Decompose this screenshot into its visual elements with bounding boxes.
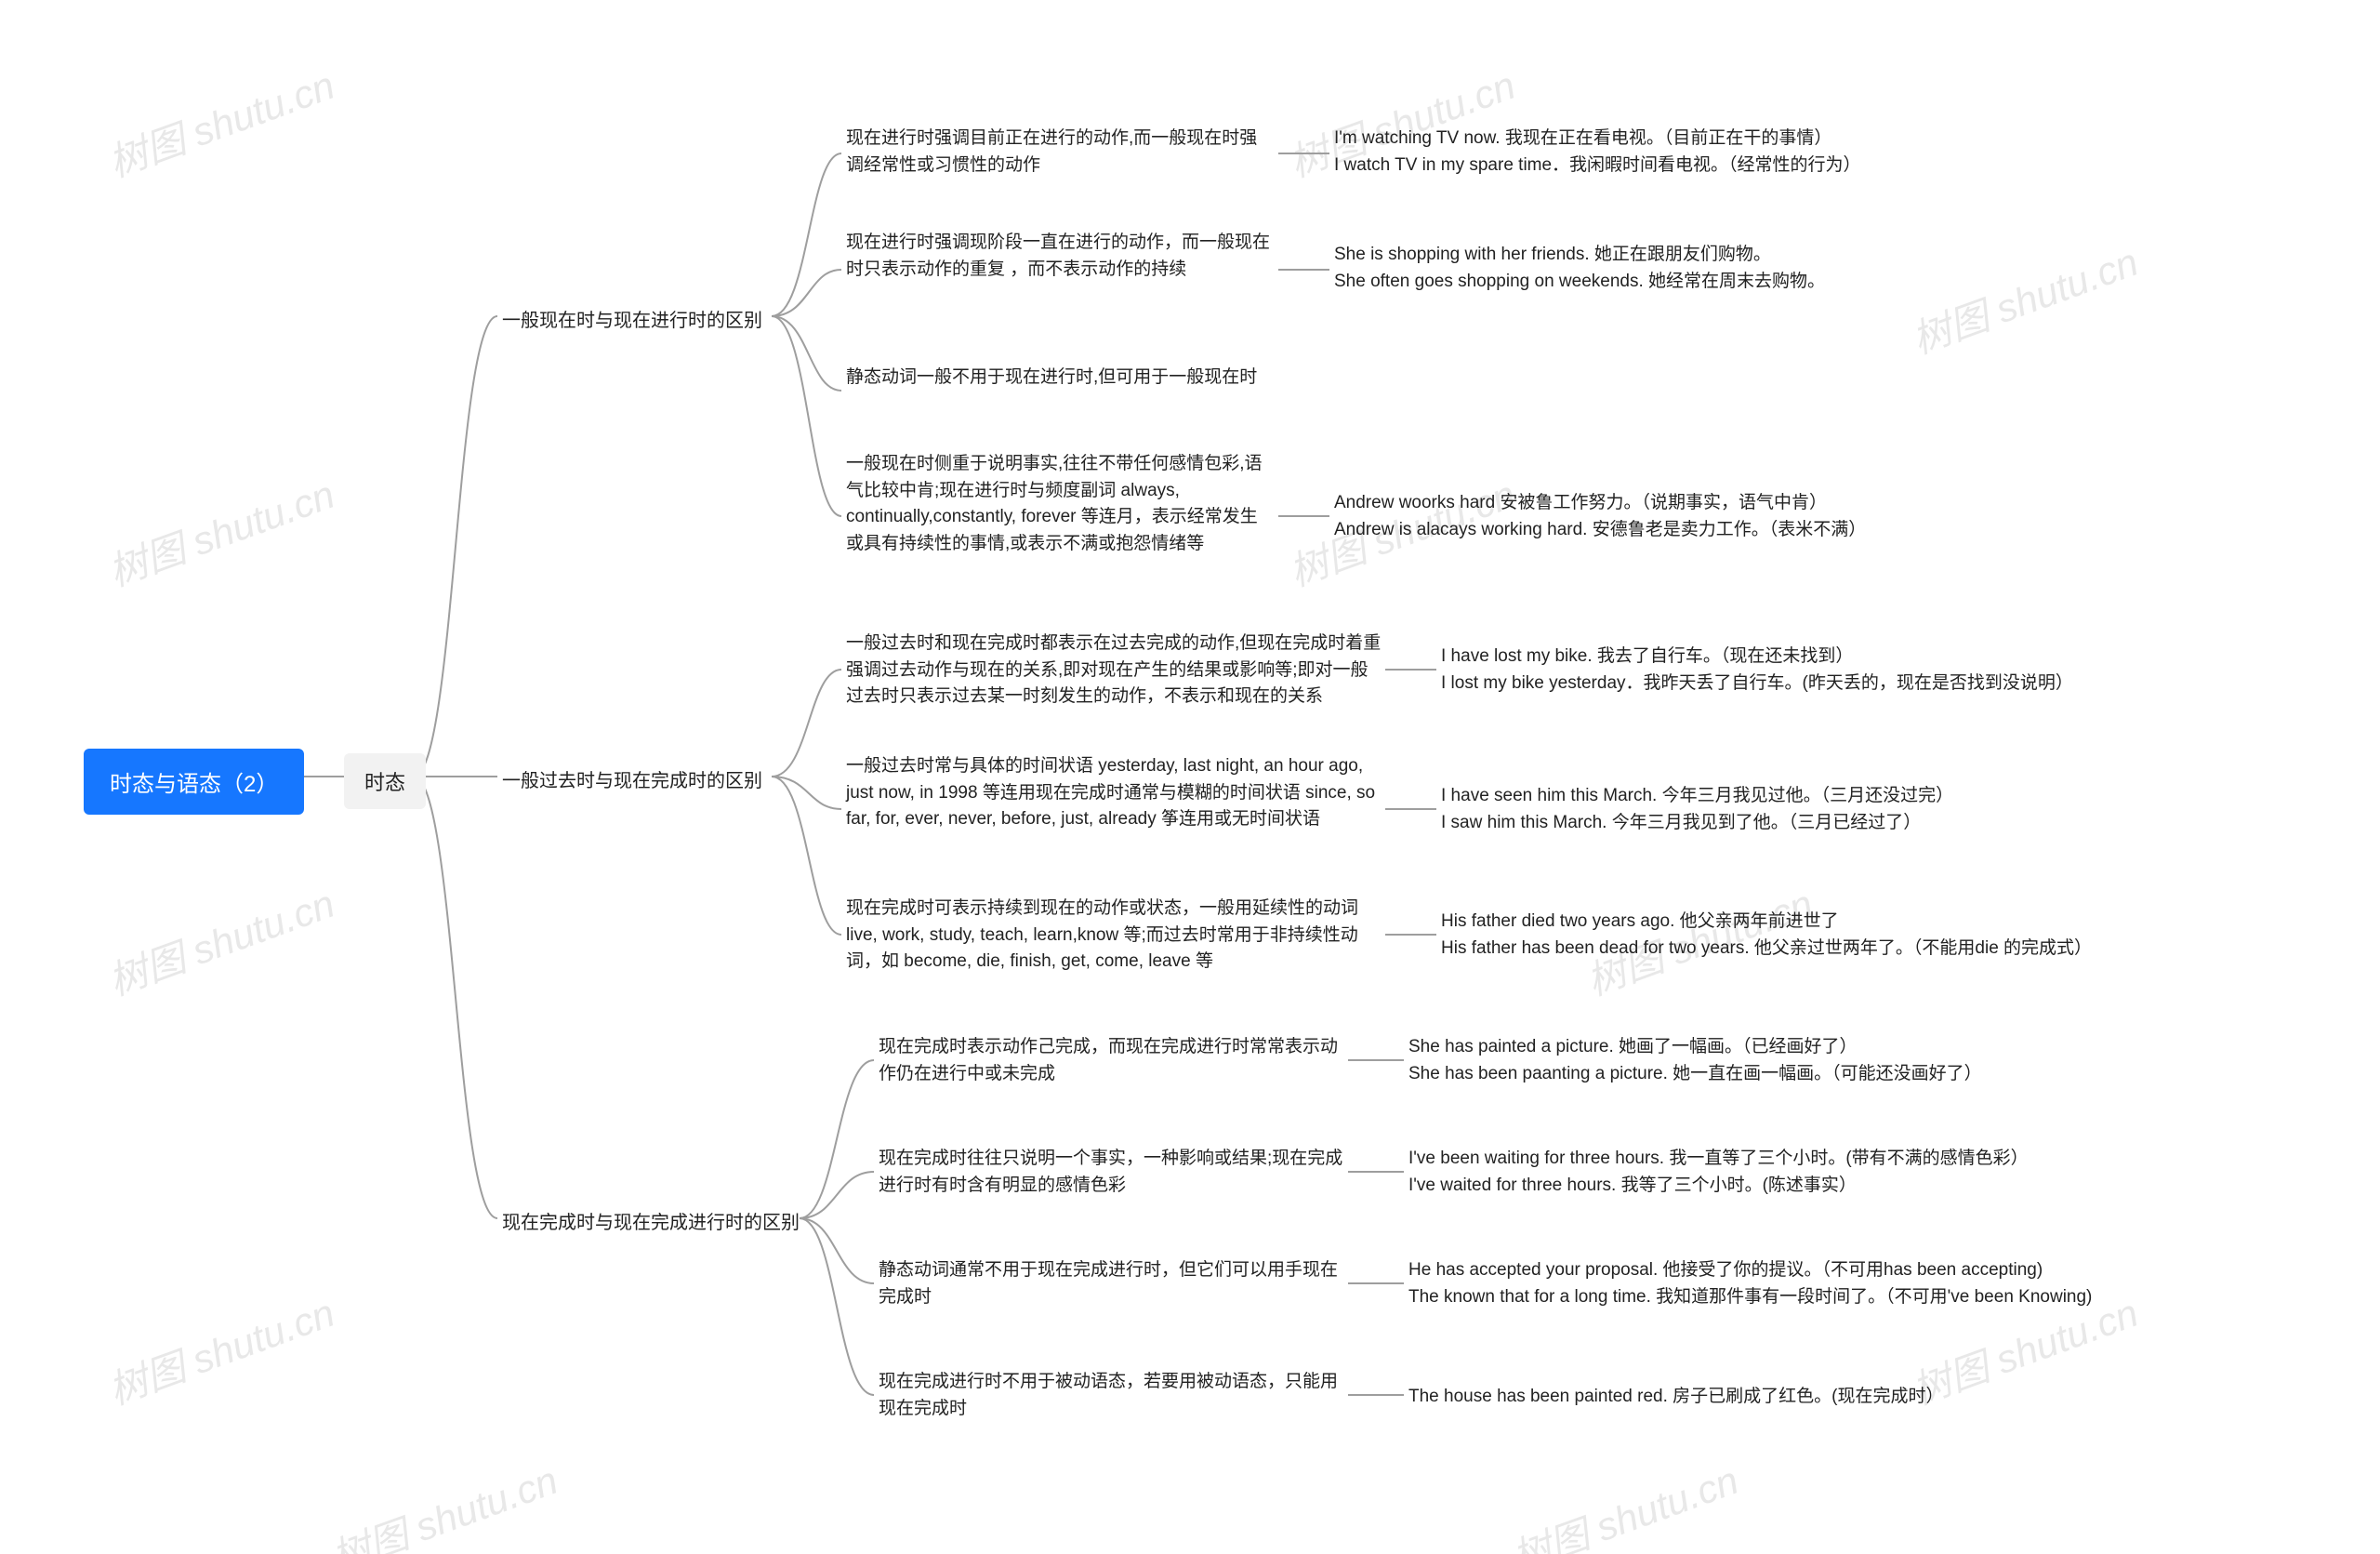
example-node: I have lost my bike. 我去了自行车。（现在还未找到）I lo… bbox=[1441, 644, 2073, 697]
watermark: 树图 shutu.cn bbox=[99, 1282, 341, 1415]
example-node: I'm watching TV now. 我现在正在看电视。（目前正在干的事情）… bbox=[1334, 126, 1861, 179]
section-title: 现在完成时与现在完成进行时的区别 bbox=[502, 1207, 800, 1234]
root-node: 时态与语态（2） bbox=[84, 749, 304, 815]
desc-node: 一般现在时侧重于说明事实,往往不带任何感情包彩,语气比较中肯;现在进行时与频度副… bbox=[846, 451, 1274, 557]
example-node: Andrew woorks hard 安被鲁工作努力。（说期事实，语气中肯）An… bbox=[1334, 490, 1866, 543]
section-title: 一般过去时与现在完成时的区别 bbox=[502, 765, 762, 792]
example-node: She has painted a picture. 她画了一幅画。（已经画好了… bbox=[1408, 1034, 1982, 1087]
example-node: His father died two years ago. 他父亲两年前进世了… bbox=[1441, 909, 2092, 962]
example-node: I've been waiting for three hours. 我一直等了… bbox=[1408, 1146, 2029, 1199]
watermark: 树图 shutu.cn bbox=[99, 54, 341, 188]
watermark: 树图 shutu.cn bbox=[99, 463, 341, 597]
watermark: 树图 shutu.cn bbox=[323, 1449, 564, 1554]
example-node: I have seen him this March. 今年三月我见过他。（三月… bbox=[1441, 783, 1953, 836]
watermark: 树图 shutu.cn bbox=[1903, 231, 2145, 365]
desc-node: 现在进行时强调目前正在进行的动作,而一般现在时强调经常性或习惯性的动作 bbox=[846, 126, 1274, 179]
desc-node: 现在进行时强调现阶段一直在进行的动作，而一般现在时只表示动作的重复 ，而不表示动… bbox=[846, 230, 1274, 283]
level1-node: 时态 bbox=[344, 753, 426, 809]
desc-node: 现在完成时可表示持续到现在的动作或状态，一般用延续性的动词 live, work… bbox=[846, 896, 1385, 976]
example-node: He has accepted your proposal. 他接受了你的提议。… bbox=[1408, 1257, 2092, 1310]
desc-node: 静态动词通常不用于现在完成进行时，但它们可以用手现在完成时 bbox=[879, 1257, 1343, 1310]
watermark: 树图 shutu.cn bbox=[99, 872, 341, 1006]
example-node: The house has been painted red. 房子已刷成了红色… bbox=[1408, 1384, 1943, 1411]
desc-node: 一般过去时和现在完成时都表示在过去完成的动作,但现在完成时着重强调过去动作与现在… bbox=[846, 631, 1385, 711]
desc-node: 静态动词一般不用于现在进行时,但可用于一般现在时 bbox=[846, 365, 1257, 392]
desc-node: 现在完成时往往只说明一个事实，一种影响或结果;现在完成进行时有时含有明显的感情色… bbox=[879, 1146, 1343, 1199]
section-title: 一般现在时与现在进行时的区别 bbox=[502, 305, 762, 332]
desc-node: 现在完成进行时不用于被动语态，若要用被动语态，只能用现在完成时 bbox=[879, 1369, 1343, 1422]
desc-node: 现在完成时表示动作己完成，而现在完成进行时常常表示动作仍在进行中或未完成 bbox=[879, 1034, 1343, 1087]
watermark: 树图 shutu.cn bbox=[1503, 1449, 1745, 1554]
example-node: She is shopping with her friends. 她正在跟朋友… bbox=[1334, 242, 1825, 295]
desc-node: 一般过去时常与具体的时间状语 yesterday, last night, an… bbox=[846, 753, 1385, 833]
